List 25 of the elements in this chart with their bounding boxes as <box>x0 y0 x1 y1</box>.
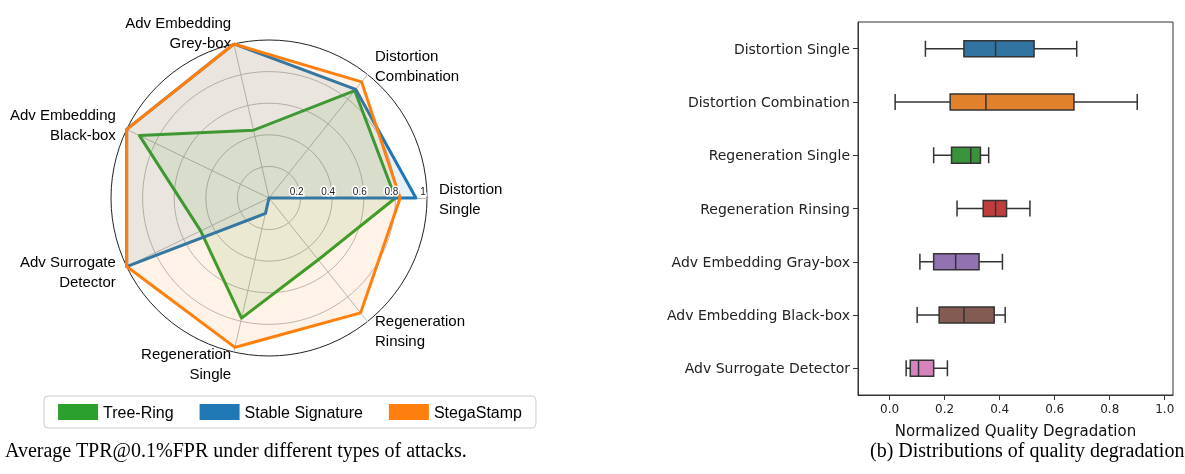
y-tick-label: 1 <box>420 185 427 197</box>
legend-label: StegaStamp <box>433 403 523 421</box>
y-tick-label: Regeneration Rinsing <box>700 200 850 217</box>
x-axis-title: Normalized Quality Degradation <box>894 421 1137 440</box>
y-tick-label: Adv Embedding Gray-box <box>671 253 850 270</box>
x-tick-label: 0.6 <box>1045 402 1065 416</box>
text: (b) Distributions of quality degradation <box>870 439 1185 462</box>
x-tick-label: 0.8 <box>1100 402 1120 416</box>
text: Average TPR@0.1%FPR under different types of attacks. <box>5 439 467 462</box>
spoke-label: Adv Surrogate Detector <box>19 253 116 291</box>
legend-label: Tree-Ring <box>103 403 174 421</box>
spoke-label: Adv Embedding Black-box <box>9 105 117 143</box>
spoke-label: Regeneration Single <box>141 345 232 383</box>
y-tick-label: Distortion Combination <box>687 93 850 110</box>
x-tick-label: 1.0 <box>1155 402 1175 416</box>
x-tick-label: 0.4 <box>990 402 1010 416</box>
y-tick-label: Regeneration Single <box>708 147 850 164</box>
legend-label: Stable Signature <box>244 403 363 421</box>
spoke-label: Distortion Single <box>439 179 503 217</box>
y-tick-label: Adv Embedding Black-box <box>666 307 850 324</box>
x-tick-label: 0.0 <box>880 402 900 416</box>
spoke-label: Adv Embedding Grey-box <box>125 13 232 51</box>
x-tick-label: 0.2 <box>935 402 955 416</box>
y-tick-label: Distortion Single <box>733 40 850 57</box>
y-tick-label: Adv Surrogate Detector <box>684 360 851 377</box>
